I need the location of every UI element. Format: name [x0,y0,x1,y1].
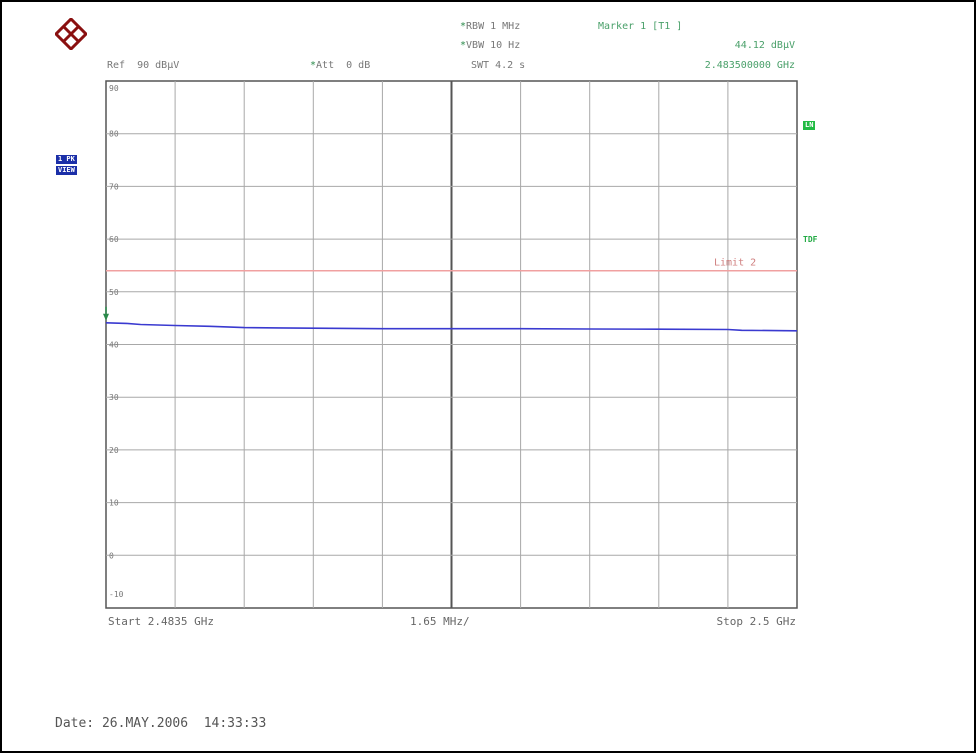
y-tick-label: -10 [109,590,124,599]
y-tick-label: 60 [109,235,119,244]
marker-triangle [103,313,109,321]
y-tick-label: 30 [109,393,119,402]
marker-level: 44.12 dBµV [734,40,795,51]
marker-1-symbol [103,306,109,321]
marker-frequency: 2.483500000 GHz [704,60,795,71]
marker-title: Marker 1 [T1 ] [598,21,683,32]
tdf-badge: TDF [803,235,818,244]
y-tick-label: 50 [109,288,119,297]
chart-grid [105,80,798,609]
trace-mode-badge: 1 PK [56,155,77,164]
y-tick-label: 0 [109,551,114,560]
attenuation-label: *Att 0 dB [310,61,370,71]
att-value: Att 0 dB [316,60,371,71]
y-tick-label: 20 [109,446,119,455]
trace-view-badge: VIEW [56,166,77,175]
trace-line [105,322,798,332]
vbw-star: * [460,40,467,51]
ln-badge: LN [803,121,816,130]
span-per-div-label: 1.65 MHz/ [410,615,470,628]
limit-line-label: Limit 2 [714,258,756,269]
y-tick-label: 40 [109,341,119,350]
date-stamp: Date: 26.MAY.2006 14:33:33 [55,716,267,731]
y-tick-label: 10 [109,499,119,508]
y-tick-label: 90 [109,84,119,93]
rbw-star: * [460,21,467,32]
vbw-value: VBW 10 Hz [466,40,521,51]
y-tick-label: 80 [109,130,119,139]
sweep-time-label: SWT 4.2 s [471,60,526,71]
vbw-label: *VBW 10 Hz [460,41,520,51]
att-star: * [310,60,317,71]
rohde-schwarz-logo [55,18,87,50]
y-tick-labels: 90 80 70 60 50 40 30 20 10 0 -10 [109,84,124,599]
rbw-value: RBW 1 MHz [466,21,521,32]
y-tick-label: 70 [109,182,119,191]
start-frequency-label: Start 2.4835 GHz [108,615,214,628]
stop-frequency-label: Stop 2.5 GHz [716,615,796,628]
rbw-label: *RBW 1 MHz [460,22,520,32]
ref-level-label: Ref 90 dBµV [107,60,180,71]
